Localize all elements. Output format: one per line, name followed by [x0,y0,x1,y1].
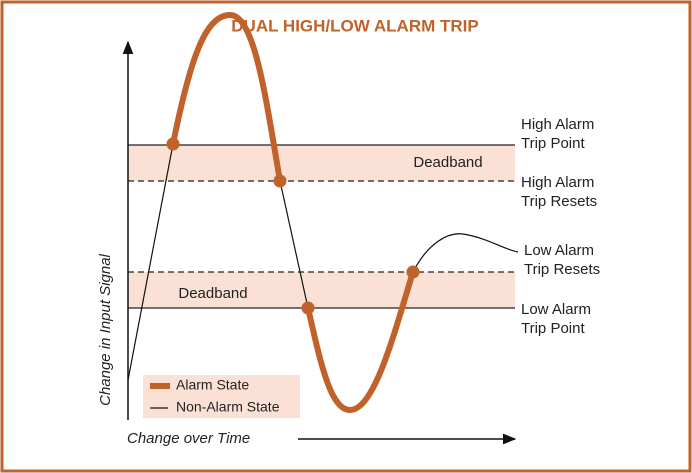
legend [143,375,300,418]
level-label: High Alarm [521,174,594,191]
non-alarm-segment [279,180,309,309]
band-label: Deadband [178,285,247,302]
y-axis-label: Change in Input Signal [97,253,114,405]
band-label: Deadband [413,154,482,171]
trip-dot [301,301,315,315]
level-label: Trip Resets [521,193,597,210]
level-label: Trip Point [521,135,585,152]
level-label: Low Alarm [524,242,594,259]
title: DUAL HIGH/LOW ALARM TRIP [231,16,478,35]
non-alarm-segment [127,143,174,381]
x-axis-label: Change over Time [127,430,250,447]
level-label: Low Alarm [521,301,591,318]
low-deadband [128,272,515,308]
level-label: High Alarm [521,116,594,133]
high-deadband [128,145,515,181]
alarm-segment [305,269,416,414]
trip-dot [406,265,420,279]
alarm-segment [170,11,283,184]
level-label: Trip Resets [524,261,600,278]
trip-dot [273,174,287,188]
trip-dot [166,137,180,151]
level-label: Trip Point [521,320,585,337]
legend-label: Alarm State [176,377,249,393]
legend-label: Non-Alarm State [176,399,280,415]
legend-swatch [150,383,170,389]
callout-line [412,233,519,273]
